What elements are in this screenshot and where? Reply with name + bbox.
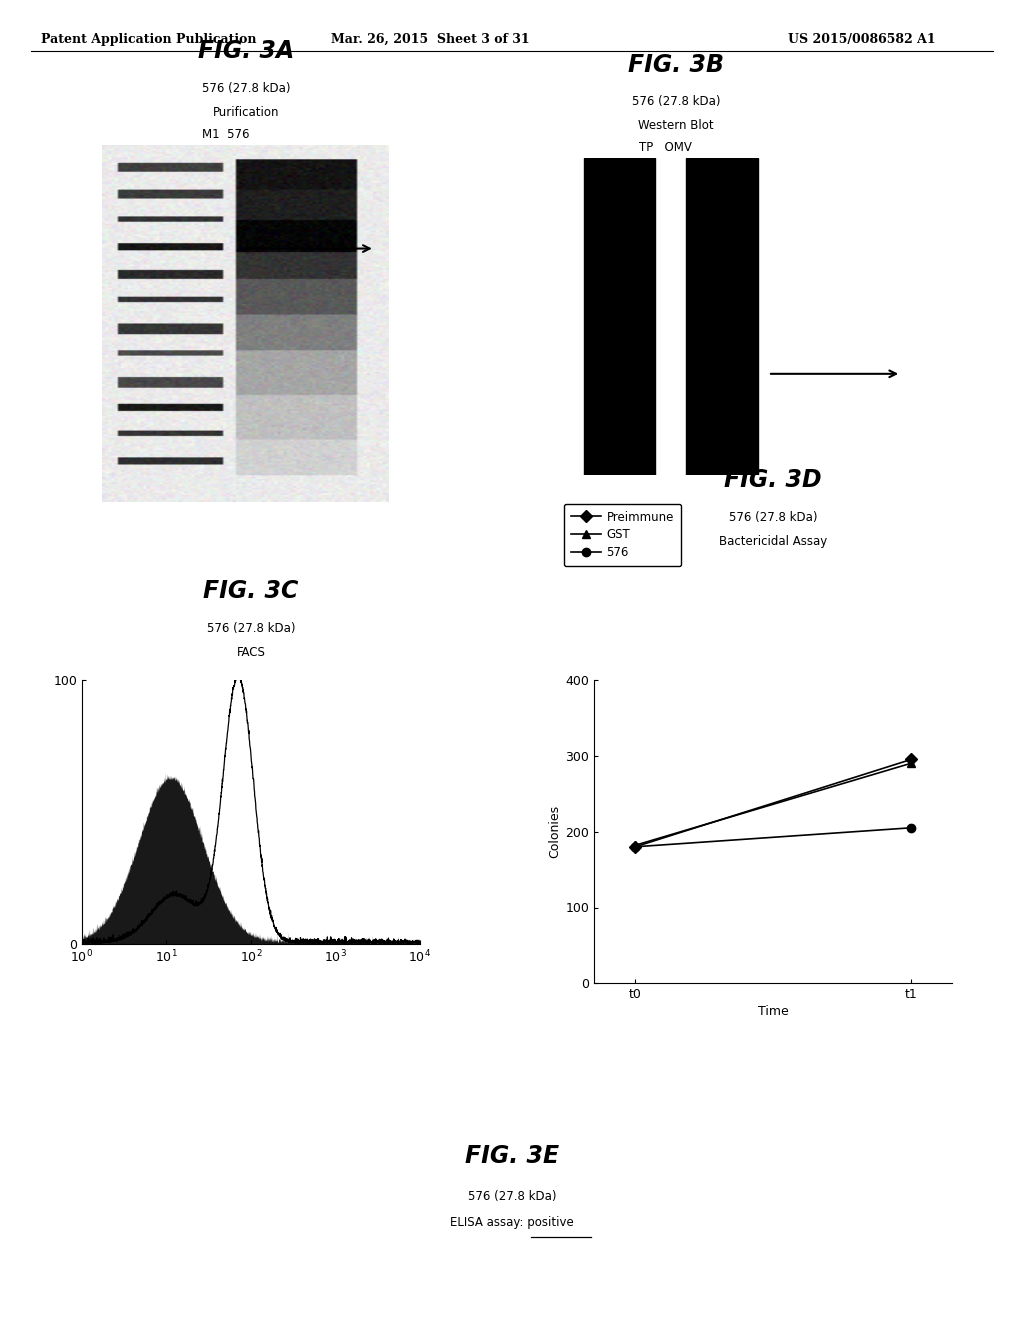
X-axis label: Time: Time: [758, 1006, 788, 1019]
Text: 576 (27.8 kDa): 576 (27.8 kDa): [207, 622, 295, 635]
GST: [629, 837, 641, 853]
Text: 576 (27.8 kDa): 576 (27.8 kDa): [202, 82, 290, 95]
Text: US 2015/0086582 A1: US 2015/0086582 A1: [788, 33, 936, 46]
Text: Western Blot: Western Blot: [638, 119, 714, 132]
Y-axis label: Colonies: Colonies: [548, 805, 561, 858]
Preimmune: [629, 840, 641, 855]
Text: FIG. 3D: FIG. 3D: [724, 469, 822, 492]
576: [629, 840, 641, 855]
Bar: [584, 158, 655, 475]
Text: 576 (27.8 kDa): 576 (27.8 kDa): [729, 511, 817, 524]
Text: Mar. 26, 2015  Sheet 3 of 31: Mar. 26, 2015 Sheet 3 of 31: [331, 33, 529, 46]
Text: Patent Application Publication: Patent Application Publication: [41, 33, 256, 46]
Text: M1  576: M1 576: [202, 128, 249, 141]
Text: FIG. 3E: FIG. 3E: [465, 1144, 559, 1168]
Preimmune: [905, 751, 918, 767]
Text: Purification: Purification: [213, 106, 279, 119]
576: [905, 820, 918, 836]
Text: 576 (27.8 kDa): 576 (27.8 kDa): [632, 95, 720, 108]
Text: Bactericidal Assay: Bactericidal Assay: [719, 535, 827, 548]
Legend: Preimmune, GST, 576: Preimmune, GST, 576: [564, 503, 681, 566]
Line: GST: GST: [631, 759, 915, 850]
Text: FIG. 3C: FIG. 3C: [203, 579, 299, 603]
Line: 576: 576: [631, 824, 915, 851]
Text: FIG. 3A: FIG. 3A: [198, 40, 294, 63]
Text: FACS: FACS: [237, 645, 265, 659]
Line: Preimmune: Preimmune: [631, 755, 915, 851]
Text: 576 (27.8 kDa): 576 (27.8 kDa): [468, 1189, 556, 1203]
Text: ELISA assay: positive: ELISA assay: positive: [451, 1216, 573, 1229]
Text: FIG. 3B: FIG. 3B: [628, 53, 724, 77]
Bar: [686, 158, 758, 475]
GST: [905, 755, 918, 771]
Text: TP   OMV: TP OMV: [639, 141, 692, 154]
